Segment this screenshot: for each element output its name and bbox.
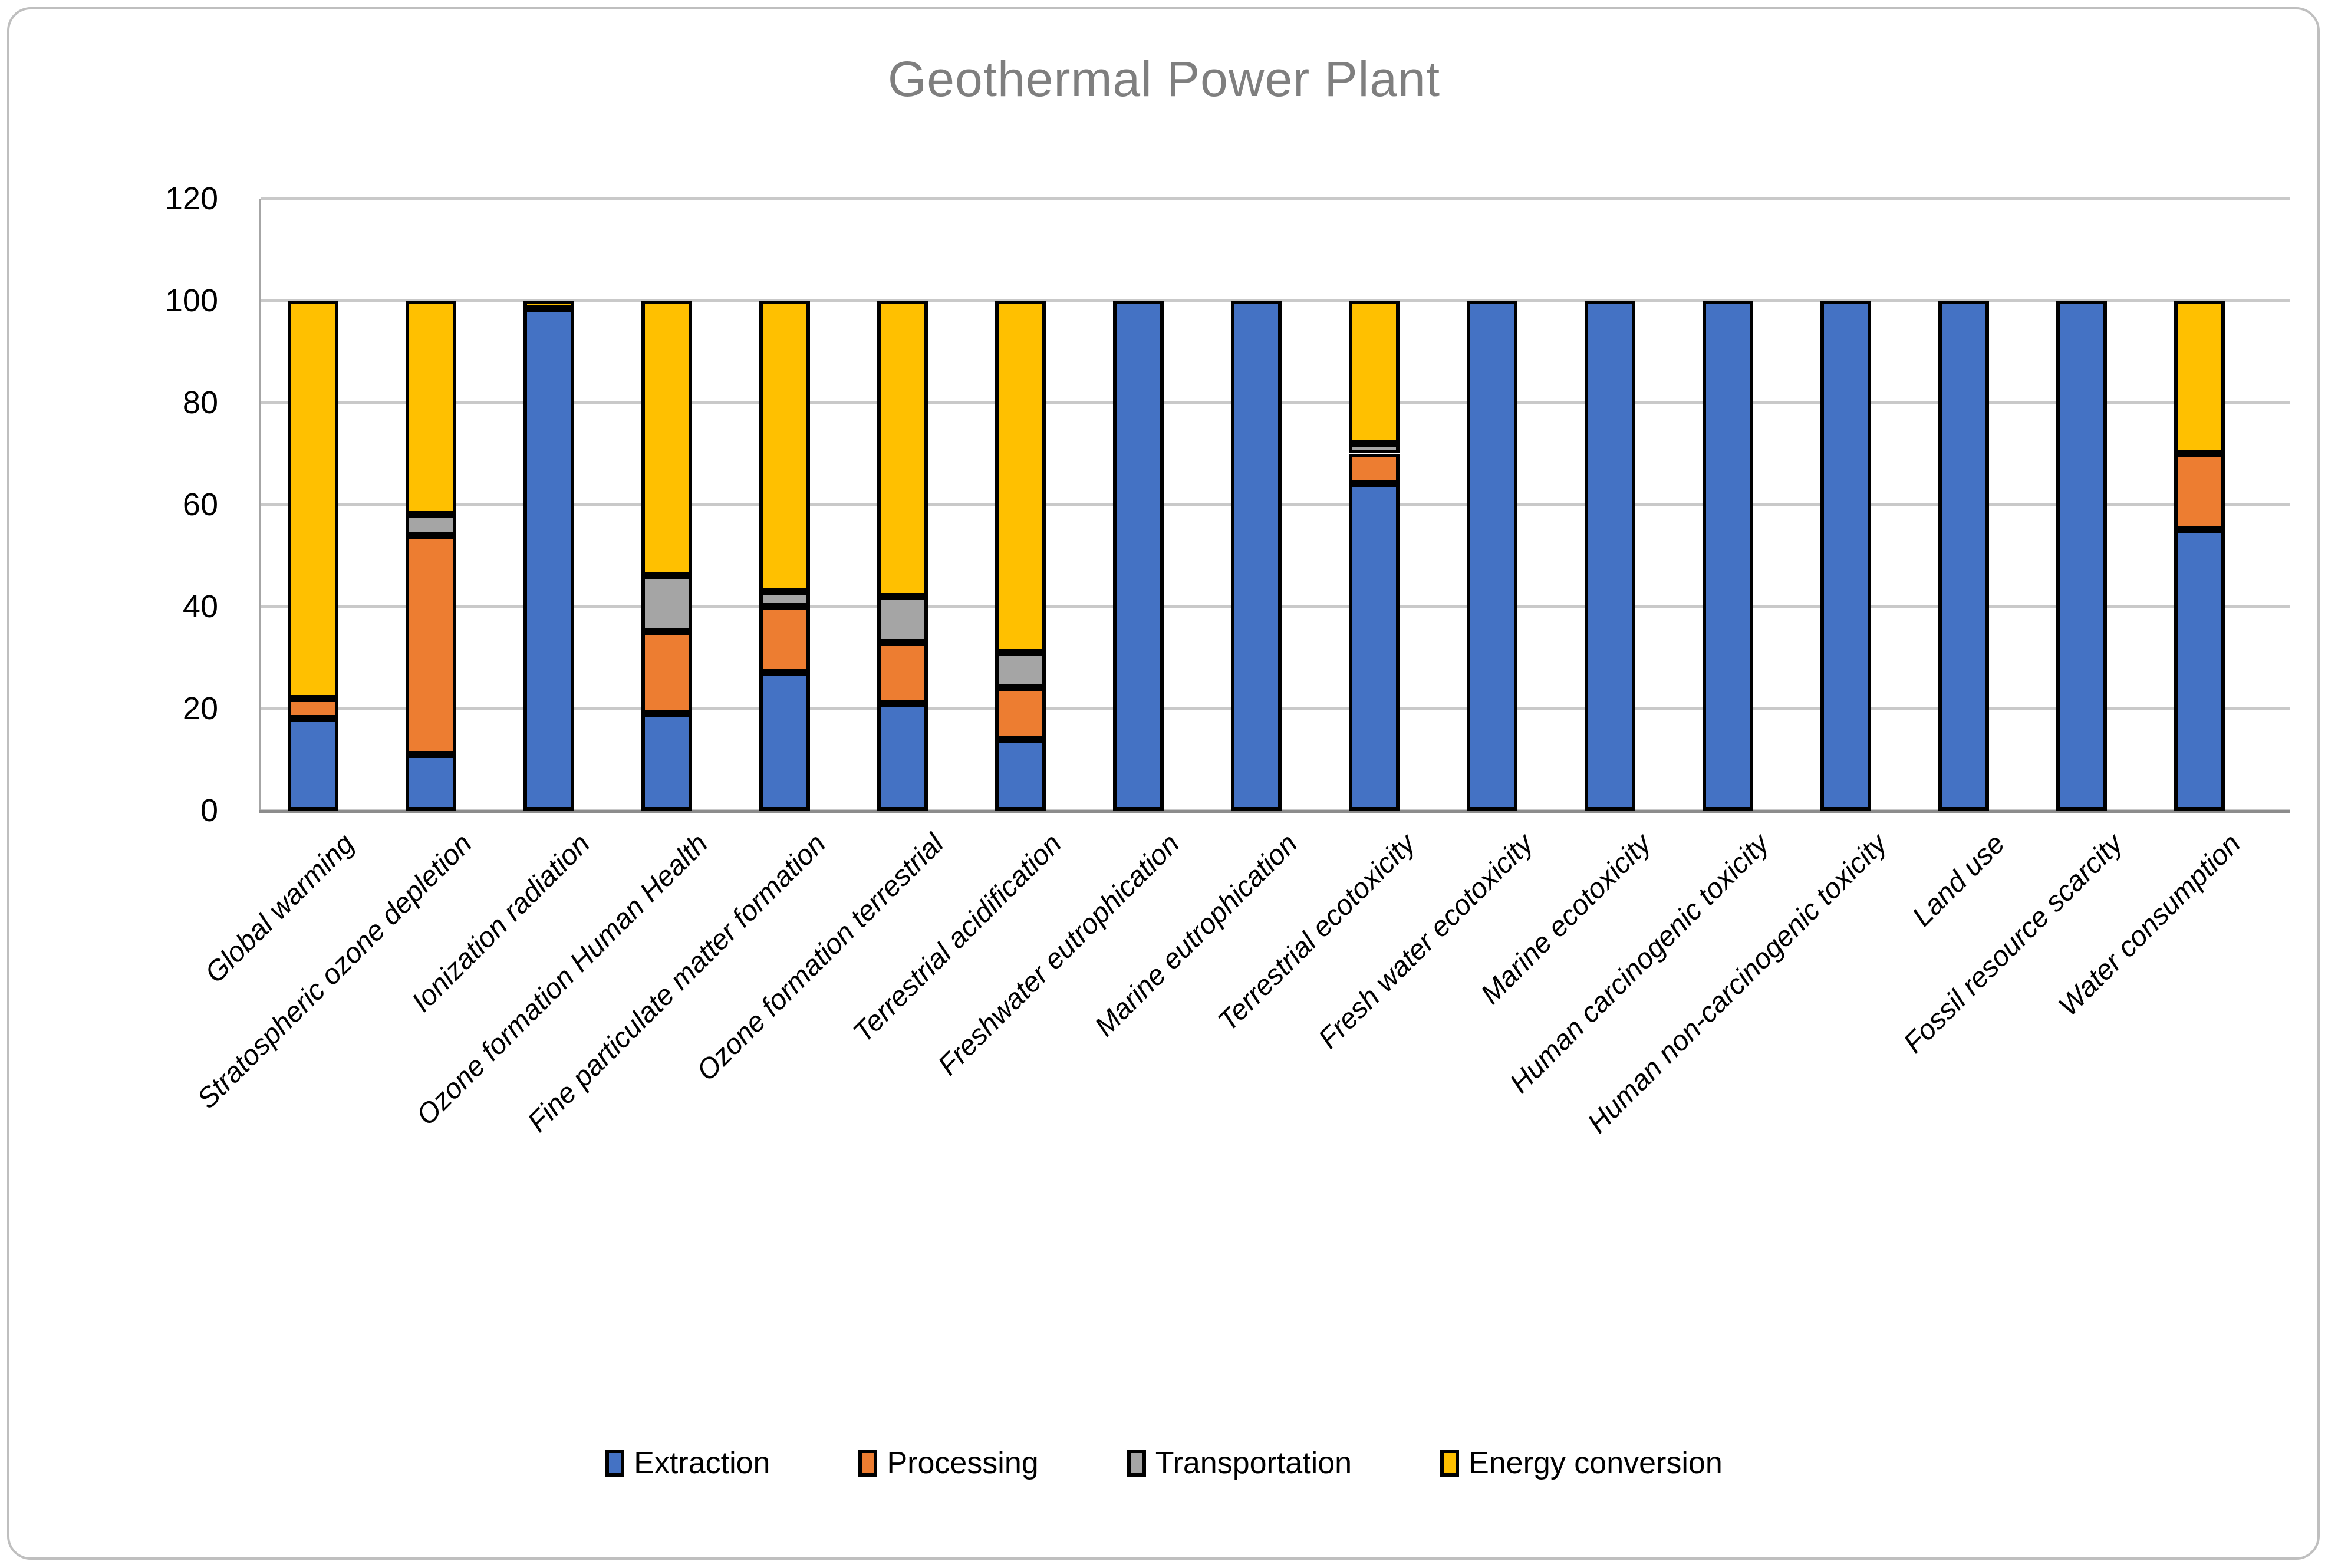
bar-segment-extraction xyxy=(1703,301,1753,811)
bar-segment-processing xyxy=(759,607,810,673)
bar-segment-transportation xyxy=(759,591,810,607)
legend-item-processing: Processing xyxy=(858,1445,1039,1481)
y-axis-line xyxy=(259,199,261,811)
bar-segment-extraction xyxy=(1349,484,1400,811)
legend-swatch-icon xyxy=(1440,1450,1460,1477)
y-tick-label-80: 80 xyxy=(182,385,218,420)
legend-label: Extraction xyxy=(634,1446,770,1480)
legend-label: Transportation xyxy=(1155,1446,1352,1480)
bar-segment-extraction xyxy=(406,754,456,811)
x-axis-line xyxy=(259,810,2290,813)
bar-segment-extraction xyxy=(1467,301,1517,811)
bar-segment-extraction xyxy=(641,713,692,811)
y-tick-label-40: 40 xyxy=(182,589,218,624)
bar-segment-energy-conversion xyxy=(2174,301,2225,454)
legend-swatch-icon xyxy=(858,1450,878,1477)
bar-segment-extraction xyxy=(1231,301,1282,811)
bar-segment-energy-conversion xyxy=(288,301,338,699)
bar-segment-extraction xyxy=(2056,301,2107,811)
bar-segment-processing xyxy=(406,535,456,755)
bar-segment-transportation xyxy=(877,596,928,643)
bar-segment-extraction xyxy=(1938,301,1989,811)
bar-segment-energy-conversion xyxy=(877,301,928,597)
legend-item-extraction: Extraction xyxy=(605,1445,770,1481)
bar-segment-transportation xyxy=(641,576,692,633)
bar-segment-extraction xyxy=(1113,301,1164,811)
legend: Extraction Processing Transportation Energy… xyxy=(0,1445,2328,1481)
bar-segment-extraction xyxy=(288,719,338,811)
legend-item-transportation: Transportation xyxy=(1127,1445,1352,1481)
bar-segment-processing xyxy=(288,698,338,719)
y-tick-label-60: 60 xyxy=(182,487,218,522)
bar-segment-extraction xyxy=(877,703,928,811)
bar-segment-extraction xyxy=(1585,301,1635,811)
bar-segment-extraction xyxy=(2174,530,2225,811)
bar-segment-transportation xyxy=(1349,443,1400,454)
bar-segment-transportation xyxy=(406,515,456,535)
bar-segment-energy-conversion xyxy=(406,301,456,515)
bar-segment-extraction xyxy=(995,739,1046,811)
bar-segment-extraction xyxy=(759,673,810,811)
legend-label: Energy conversion xyxy=(1468,1446,1723,1480)
bar-segment-extraction xyxy=(523,308,574,811)
y-tick-label-0: 0 xyxy=(200,793,218,828)
y-tick-label-100: 100 xyxy=(164,283,218,318)
bar-segment-extraction xyxy=(1820,301,1871,811)
bar-segment-processing xyxy=(877,642,928,704)
legend-item-energy-conversion: Energy conversion xyxy=(1440,1445,1723,1481)
bar-segment-transportation xyxy=(995,652,1046,689)
legend-swatch-icon xyxy=(1127,1450,1146,1477)
bar-segment-energy-conversion xyxy=(523,301,574,308)
legend-label: Processing xyxy=(887,1446,1039,1480)
bar-segment-energy-conversion xyxy=(1349,301,1400,444)
legend-swatch-icon xyxy=(605,1450,625,1477)
gridline-120 xyxy=(261,197,2290,200)
bar-segment-energy-conversion xyxy=(759,301,810,592)
bar-segment-energy-conversion xyxy=(995,301,1046,653)
bar-segment-processing xyxy=(2174,453,2225,531)
bar-segment-energy-conversion xyxy=(641,301,692,577)
bar-segment-processing xyxy=(641,632,692,714)
chart-title: Geothermal Power Plant xyxy=(887,51,1441,107)
y-tick-label-120: 120 xyxy=(164,181,218,216)
y-tick-label-20: 20 xyxy=(182,691,218,726)
bar-segment-processing xyxy=(1349,453,1400,485)
bar-segment-processing xyxy=(995,688,1046,739)
